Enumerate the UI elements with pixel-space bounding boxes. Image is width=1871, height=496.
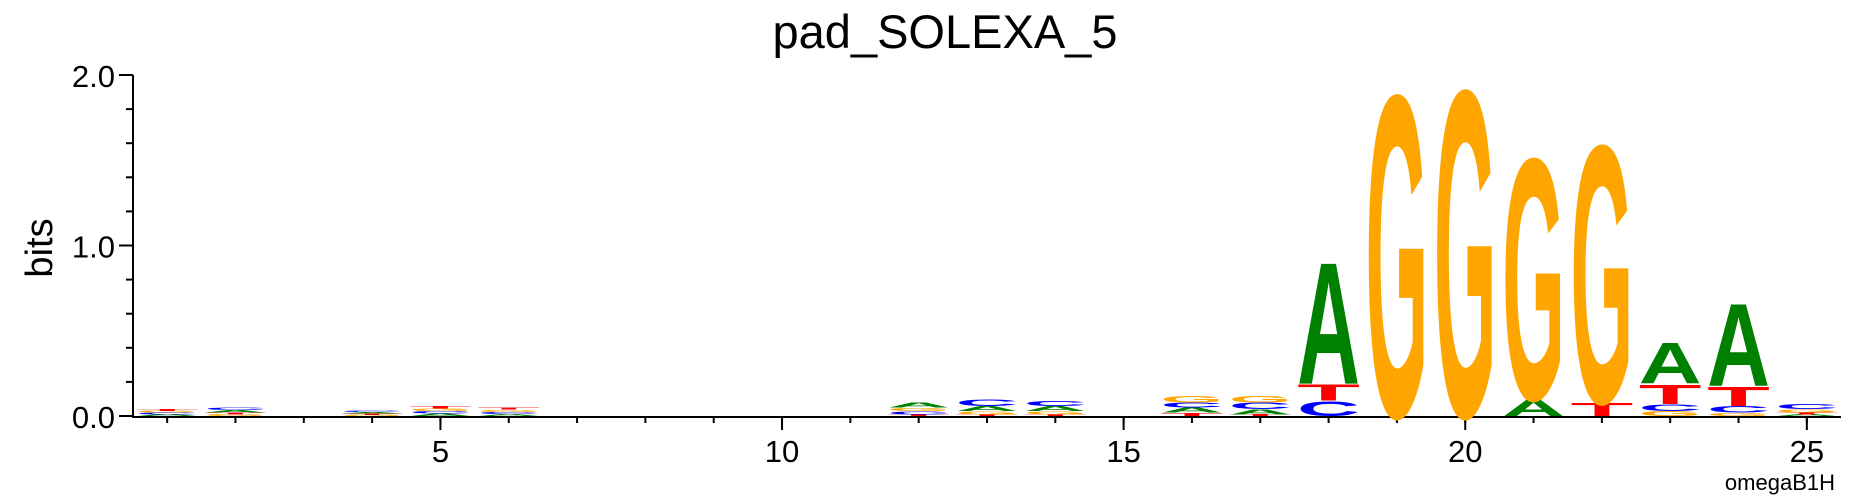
letter: T: [1229, 414, 1292, 417]
footnote: omegaB1H: [1725, 470, 1835, 495]
letter: T: [1024, 414, 1087, 417]
letter: G: [1161, 394, 1224, 405]
letter: T: [409, 405, 472, 409]
letter: G: [956, 410, 1019, 415]
x-tick-label: 25: [1790, 434, 1824, 469]
letter: G: [1707, 412, 1770, 417]
letter: A: [477, 413, 540, 416]
letter: C: [887, 410, 950, 415]
letter: G: [204, 414, 267, 417]
letter: C: [477, 411, 540, 414]
letter: G: [136, 411, 199, 414]
letter: T: [341, 413, 404, 415]
letter: T: [477, 407, 540, 410]
letter: T: [1775, 412, 1838, 415]
letter: G: [1229, 394, 1292, 405]
x-tick-label: 10: [765, 434, 799, 469]
letter: G: [1365, 0, 1428, 496]
letter: T: [204, 412, 267, 415]
letter: G: [409, 408, 472, 412]
letter: A: [1229, 408, 1292, 416]
letter: T: [1570, 399, 1633, 420]
letter: T: [136, 409, 199, 412]
letter: G: [341, 415, 404, 417]
letter: A: [1024, 405, 1087, 413]
letter: C: [1639, 402, 1702, 413]
x-tick-label: 5: [432, 434, 449, 469]
letter: T: [1639, 379, 1702, 410]
letter: C: [341, 411, 404, 413]
letter: G: [887, 407, 950, 412]
letter: A: [136, 414, 199, 417]
letter: A: [341, 412, 404, 414]
letter: G: [1024, 410, 1087, 415]
letter: T: [956, 414, 1019, 417]
letter: T: [1707, 381, 1770, 412]
y-axis-label: bits: [19, 218, 61, 277]
letter: C: [136, 412, 199, 415]
letter: C: [409, 410, 472, 414]
letter: A: [1297, 228, 1360, 422]
letter: A: [409, 413, 472, 417]
x-tick-label: 15: [1106, 434, 1140, 469]
letter: G: [1570, 68, 1633, 480]
letter: G: [1434, 0, 1497, 496]
letter: A: [956, 405, 1019, 413]
x-tick-label: 20: [1448, 434, 1482, 469]
letter: G: [1639, 410, 1702, 418]
letter: C: [1707, 404, 1770, 415]
letter: T: [1297, 380, 1360, 406]
letter: C: [1024, 399, 1087, 407]
letter: A: [1775, 414, 1838, 417]
y-tick-label: 2.0: [72, 59, 115, 94]
letter: A: [887, 401, 950, 409]
letter: C: [1297, 397, 1360, 421]
letter: C: [1229, 401, 1292, 412]
letter: A: [204, 409, 267, 413]
letter: G: [477, 409, 540, 412]
letter: A: [1639, 331, 1702, 397]
chart-title: pad_SOLEXA_5: [773, 5, 1118, 58]
letter: C: [956, 397, 1019, 408]
y-tick-label: 0.0: [72, 400, 115, 435]
letter: T: [887, 414, 950, 417]
letter: G: [1502, 85, 1565, 472]
letter: C: [1775, 403, 1838, 411]
y-tick-label: 1.0: [72, 230, 115, 265]
letter: A: [1502, 395, 1565, 421]
letter: C: [1161, 401, 1224, 409]
letter: G: [1775, 408, 1838, 413]
letter: A: [1161, 406, 1224, 414]
letter: A: [1707, 280, 1770, 412]
letter: C: [204, 407, 267, 411]
letter: T: [1161, 412, 1224, 417]
